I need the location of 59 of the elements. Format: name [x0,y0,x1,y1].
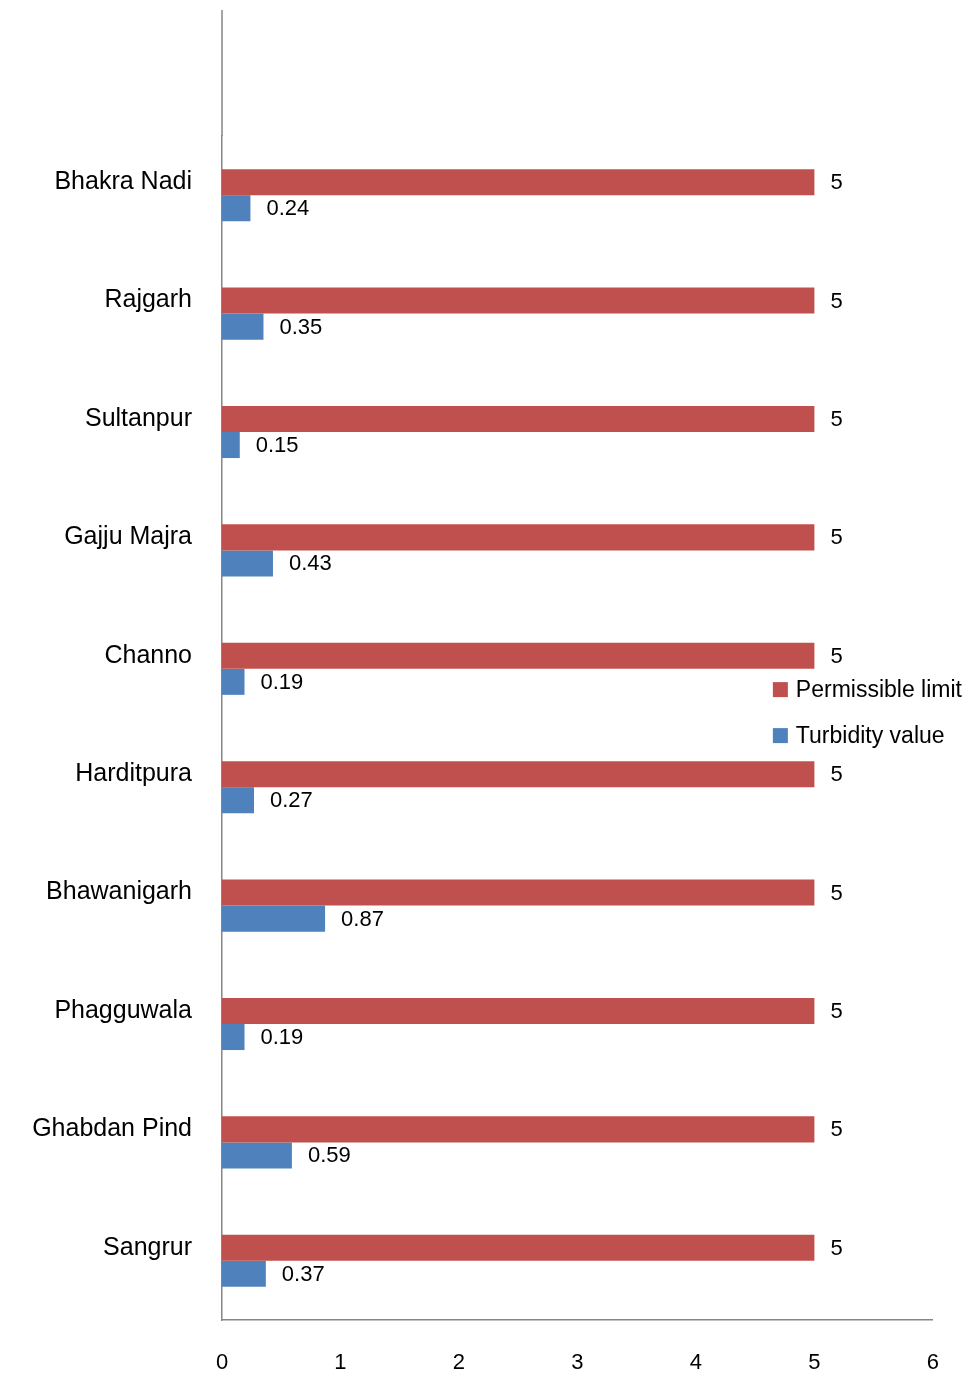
data-label: 0.27 [269,787,313,813]
data-label: 0.35 [279,313,323,339]
y-tick-label: Phagguwala [54,994,193,1023]
bar [222,195,251,222]
bar [222,524,815,551]
bar [222,550,273,577]
bar [222,879,815,906]
data-label: 5 [830,761,843,787]
bar [222,761,815,788]
x-tick-label: 1 [334,1349,347,1375]
bar [222,997,815,1024]
x-tick-label: 5 [808,1349,821,1375]
bar [222,1024,245,1051]
data-label: 0.15 [255,432,299,458]
data-label: 5 [830,406,843,432]
y-tick-label: Sangrur [103,1231,192,1260]
bar [222,905,326,932]
data-label: 0.19 [260,1024,304,1050]
y-tick-label: Channo [104,639,192,668]
bar [222,668,245,695]
data-label: 5 [830,998,843,1024]
data-label: 0.24 [266,195,310,221]
x-tick-label: 3 [571,1349,584,1375]
bar [222,313,264,340]
y-tick-label: Bhawanigarh [46,876,192,905]
bar [222,1234,815,1261]
bar [222,405,815,432]
y-tick-label: Sultanpur [84,402,192,431]
y-tick-label: Bhakra Nadi [54,166,192,195]
data-label: 5 [830,287,843,313]
x-tick-label: 0 [215,1349,229,1375]
data-label: 5 [830,1234,843,1260]
data-label: 0.37 [281,1260,325,1286]
data-label: 0.87 [341,905,384,931]
bar [222,287,815,314]
x-tick-label: 6 [926,1349,940,1375]
legend-label: Permissible limit [795,675,963,702]
bar [222,1116,815,1143]
bar [222,787,254,814]
data-label: 0.43 [288,550,332,576]
bar [222,169,815,196]
data-label: 0.59 [307,1142,351,1168]
data-label: 5 [830,642,843,668]
data-label: 5 [830,879,843,905]
y-tick-label: Ghabdan Pind [32,1113,192,1142]
x-tick-label: 2 [452,1349,466,1375]
data-label: 5 [830,169,843,195]
data-label: 5 [830,1116,843,1142]
y-tick-label: Rajgarh [104,284,192,313]
bar [222,432,240,459]
bar [222,1260,266,1287]
y-tick-label: Gajju Majra [64,521,193,550]
legend-label: Turbidity value [795,721,945,748]
bar [222,1142,292,1169]
bar [222,642,815,669]
data-label: 0.19 [260,668,304,694]
x-tick-label: 4 [689,1349,703,1375]
y-tick-label: Harditpura [75,758,193,787]
data-label: 5 [830,524,843,550]
